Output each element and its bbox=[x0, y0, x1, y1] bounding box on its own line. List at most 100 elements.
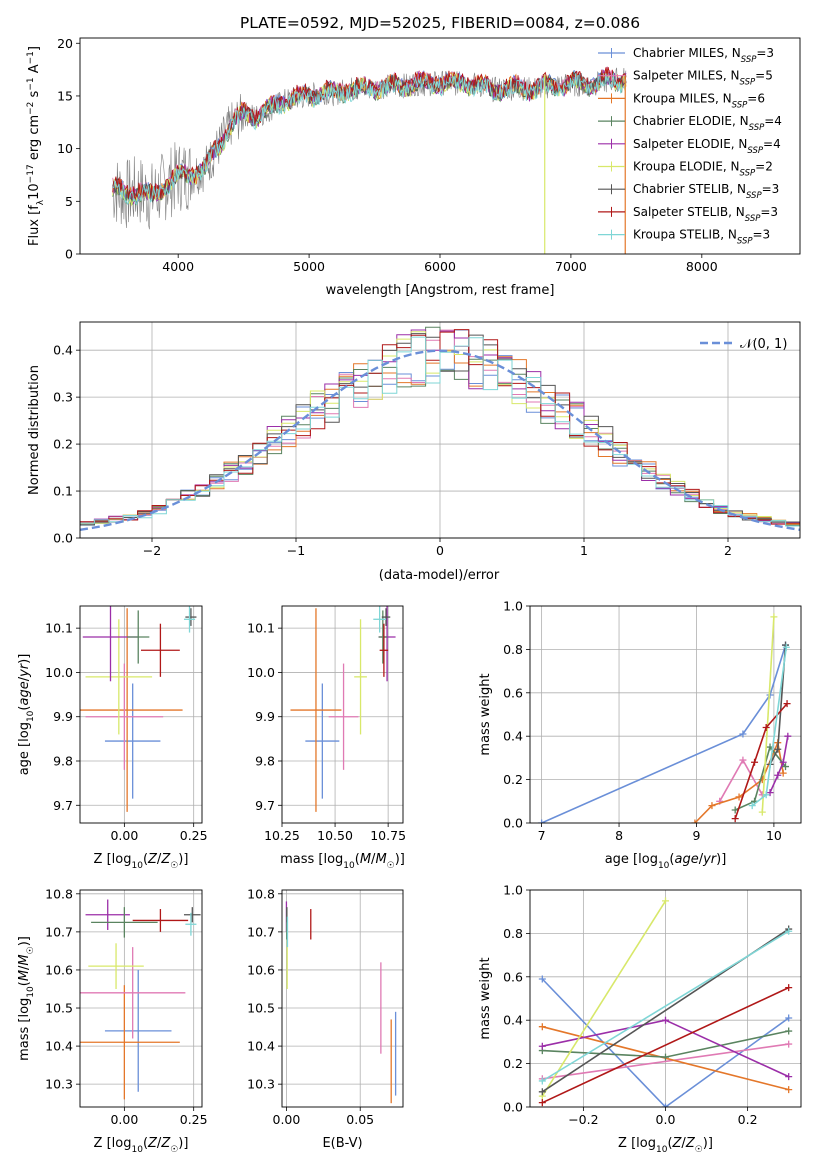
weight-marker bbox=[538, 1099, 546, 1107]
y-tick-label: 0.6 bbox=[503, 969, 523, 984]
y-tick-label: 10.5 bbox=[247, 1001, 275, 1016]
model-spectrum bbox=[112, 73, 627, 206]
y-tick-label: 10.0 bbox=[45, 665, 73, 680]
weight-marker bbox=[766, 789, 774, 797]
weight-line bbox=[542, 1043, 789, 1080]
y-tick-label: 0.4 bbox=[53, 343, 73, 358]
weight-marker bbox=[785, 927, 793, 935]
plot-area bbox=[290, 606, 396, 812]
weight-marker bbox=[662, 897, 669, 905]
weight-line bbox=[541, 900, 667, 1097]
legend-label: 𝒩(0, 1) bbox=[740, 337, 787, 352]
x-tick-label: 0.0 bbox=[656, 1112, 676, 1127]
y-tick-label: 10.0 bbox=[247, 665, 275, 680]
plot-area bbox=[80, 326, 800, 531]
weight-marker bbox=[784, 732, 792, 740]
y-tick-label: 0.4 bbox=[503, 729, 523, 744]
legend-label: Salpeter ELODIE, NSSP=4 bbox=[633, 137, 781, 156]
x-tick-label: 7 bbox=[538, 828, 546, 843]
y-tick-label: 0.0 bbox=[53, 531, 73, 546]
legend-label: Chabrier MILES, NSSP=3 bbox=[633, 46, 774, 65]
legend-label: Chabrier ELODIE, NSSP=4 bbox=[633, 114, 782, 133]
x-axis-label: Z [log10(Z/Z☉)] bbox=[618, 1136, 713, 1155]
y-tick-label: 10.5 bbox=[45, 1001, 73, 1016]
weight-marker bbox=[538, 1077, 546, 1085]
x-tick-label: 5000 bbox=[293, 259, 325, 274]
y-tick-label: 10.8 bbox=[45, 886, 73, 901]
x-tick-label: 2 bbox=[724, 543, 732, 558]
weight-marker bbox=[538, 1023, 546, 1031]
weight-marker bbox=[538, 975, 546, 983]
y-tick-label: 1.0 bbox=[503, 883, 523, 898]
weight-marker bbox=[731, 815, 739, 823]
x-tick-label: −0.2 bbox=[568, 1112, 598, 1127]
weight-line bbox=[769, 736, 789, 793]
y-axis-label: mass weight bbox=[478, 957, 493, 1039]
y-tick-label: 10.7 bbox=[45, 924, 73, 939]
y-tick-label: 0 bbox=[65, 247, 73, 262]
weight-marker bbox=[762, 791, 770, 799]
weight-marker bbox=[785, 1027, 793, 1035]
weight-line bbox=[541, 986, 790, 1104]
y-tick-label: 10.7 bbox=[247, 924, 275, 939]
y-tick-label: 10.4 bbox=[45, 1039, 73, 1054]
weight-line bbox=[541, 644, 787, 823]
x-tick-label: 0.00 bbox=[273, 1112, 301, 1127]
axes-frame bbox=[281, 889, 404, 1108]
y-tick-label: 9.8 bbox=[53, 754, 73, 769]
weight-marker bbox=[785, 984, 793, 992]
y-tick-label: 0.8 bbox=[503, 642, 523, 657]
axes-frame bbox=[79, 605, 203, 824]
legend-label: Kroupa ELODIE, NSSP=2 bbox=[633, 160, 773, 179]
weight-line bbox=[694, 739, 784, 823]
x-tick-label: 9 bbox=[692, 828, 700, 843]
y-tick-label: 9.9 bbox=[53, 709, 73, 724]
x-tick-label: 8000 bbox=[686, 259, 718, 274]
weight-marker bbox=[708, 802, 716, 810]
figure-title: PLATE=0592, MJD=52025, FIBERID=0084, z=0… bbox=[240, 14, 640, 32]
y-tick-label: 9.7 bbox=[53, 798, 73, 813]
y-tick-label: 1.0 bbox=[503, 599, 523, 614]
y-tick-label: 9.8 bbox=[255, 754, 275, 769]
spectrum-panel: 4000 5000 6000 7000 8000 0 5 10 15 20 wavelength [… bbox=[26, 36, 801, 298]
weight-line bbox=[541, 930, 790, 1082]
weight-marker bbox=[662, 1016, 669, 1024]
y-tick-label: 20 bbox=[57, 36, 73, 51]
y-tick-label: 9.9 bbox=[255, 709, 275, 724]
mass-vs-metallicity-panel: 0.00 0.25 10.3 10.4 10.5 10.6 10.7 10.8 Z [log10… bbox=[17, 886, 208, 1155]
x-tick-label: 10 bbox=[766, 828, 782, 843]
weight-marker bbox=[538, 819, 546, 823]
y-tick-label: 0.0 bbox=[503, 1100, 523, 1115]
age-vs-mass-panel: 10.25 10.50 10.75 9.7 9.8 9.9 10.0 10.1 mass [lo… bbox=[247, 605, 406, 871]
legend-label: Salpeter STELIB, NSSP=3 bbox=[633, 205, 778, 224]
legend-label: Kroupa STELIB, NSSP=3 bbox=[633, 228, 770, 247]
axes-frame bbox=[529, 605, 802, 824]
axes-frame bbox=[281, 605, 404, 824]
x-axis-label: age [log10(age/yr)] bbox=[605, 852, 727, 871]
y-axis-label: mass [log10(M/M☉)] bbox=[17, 936, 36, 1061]
y-tick-label: 0.6 bbox=[503, 685, 523, 700]
x-tick-label: 0 bbox=[436, 543, 444, 558]
plot-area bbox=[80, 899, 201, 1100]
normal-curve bbox=[80, 349, 800, 531]
x-tick-label: 0.25 bbox=[180, 1112, 208, 1127]
y-tick-label: 10.4 bbox=[247, 1039, 275, 1054]
y-axis-label: Normed distribution bbox=[27, 365, 42, 495]
weight-marker bbox=[782, 643, 790, 651]
weight-marker bbox=[739, 730, 747, 738]
weight-line bbox=[734, 745, 787, 811]
weight-marker bbox=[762, 724, 770, 732]
x-tick-label: 8 bbox=[615, 828, 623, 843]
y-tick-label: 0.2 bbox=[503, 1056, 523, 1071]
y-tick-label: 10.6 bbox=[45, 962, 73, 977]
plot-area bbox=[112, 65, 627, 254]
y-tick-label: 0.4 bbox=[503, 1013, 523, 1028]
weight-marker bbox=[662, 1053, 669, 1061]
y-tick-label: 0.2 bbox=[53, 437, 73, 452]
axes-frame bbox=[79, 889, 203, 1108]
x-tick-label: 7000 bbox=[555, 259, 587, 274]
plot-area bbox=[285, 901, 397, 1104]
legend-label: Salpeter MILES, NSSP=5 bbox=[633, 69, 773, 88]
y-tick-label: 0.2 bbox=[503, 772, 523, 787]
